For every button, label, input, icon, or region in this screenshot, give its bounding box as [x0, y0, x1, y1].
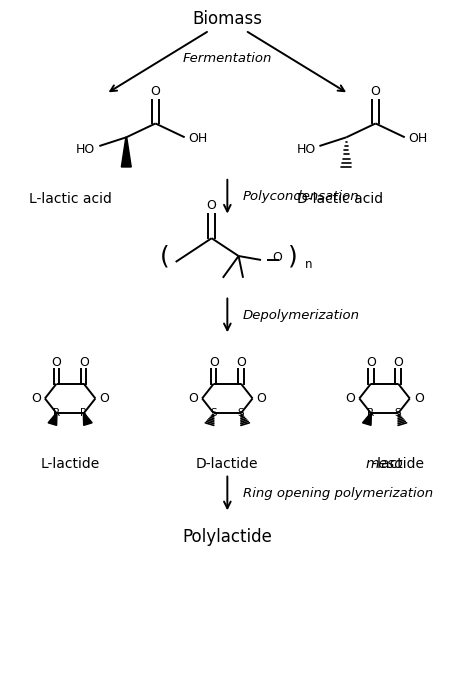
Text: Depolymerization: Depolymerization [243, 309, 360, 322]
Text: (: ( [160, 244, 169, 268]
Text: O: O [100, 392, 109, 405]
Text: S: S [210, 408, 217, 418]
Text: O: O [371, 84, 381, 98]
Text: O: O [151, 84, 160, 98]
Text: O: O [31, 392, 41, 405]
Text: -lactide: -lactide [346, 456, 424, 470]
Text: Polycondensation: Polycondensation [243, 190, 360, 203]
Text: n: n [304, 258, 312, 272]
Text: L-lactic acid: L-lactic acid [29, 192, 111, 206]
Polygon shape [121, 138, 131, 167]
Text: meso: meso [365, 456, 403, 470]
Text: HO: HO [296, 144, 316, 156]
Text: O: O [188, 392, 198, 405]
Text: R: R [80, 408, 87, 418]
Text: D-lactide: D-lactide [196, 456, 259, 470]
Text: O: O [256, 392, 266, 405]
Text: O: O [414, 392, 424, 405]
Text: O: O [236, 355, 246, 369]
Text: OH: OH [189, 132, 208, 145]
Text: S: S [395, 408, 401, 418]
Polygon shape [83, 413, 92, 425]
Text: O: O [273, 251, 283, 265]
Text: O: O [207, 199, 217, 212]
Text: D-lactic acid: D-lactic acid [297, 192, 383, 206]
Text: HO: HO [76, 144, 95, 156]
Text: O: O [52, 355, 62, 369]
Text: O: O [393, 355, 403, 369]
Text: ): ) [288, 244, 297, 268]
Text: R: R [367, 408, 374, 418]
Text: O: O [366, 355, 376, 369]
Polygon shape [363, 413, 372, 425]
Text: O: O [79, 355, 89, 369]
Text: L-lactide: L-lactide [40, 456, 100, 470]
Text: Biomass: Biomass [192, 10, 262, 28]
Text: R: R [53, 408, 60, 418]
Text: Polylactide: Polylactide [182, 528, 272, 546]
Text: S: S [237, 408, 244, 418]
Text: Fermentation: Fermentation [182, 52, 272, 65]
Text: O: O [346, 392, 356, 405]
Text: OH: OH [409, 132, 428, 145]
Text: Ring opening polymerization: Ring opening polymerization [243, 487, 433, 500]
Text: O: O [209, 355, 219, 369]
Polygon shape [48, 413, 57, 425]
